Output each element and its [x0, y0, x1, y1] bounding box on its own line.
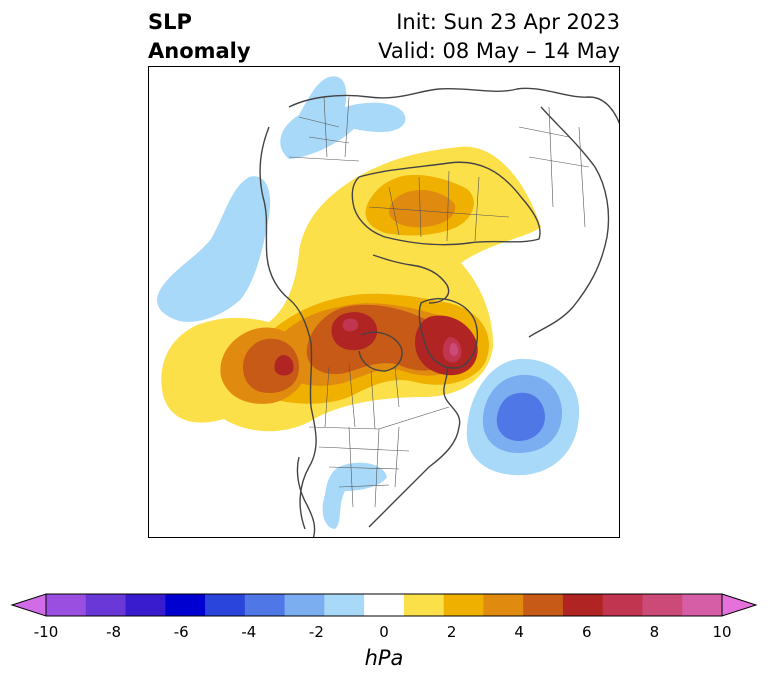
- colorbar-bin: [483, 594, 524, 616]
- title-variable: SLP: [148, 10, 192, 34]
- coastlines: [259, 87, 619, 537]
- coastline-north-america-east: [368, 366, 461, 528]
- colorbar-bin: [244, 594, 286, 616]
- negative-anomaly-americas: [322, 462, 387, 529]
- positive-anomaly-west-lobe-red: [243, 338, 299, 393]
- negative-anomaly-atlantic-core: [496, 392, 545, 441]
- colorbar-bin: [324, 594, 365, 616]
- valid-range: Valid: 08 May – 14 May: [378, 39, 620, 63]
- forecast-info: Init: Sun 23 Apr 2023 Valid: 08 May – 14…: [378, 8, 620, 66]
- colorbar-bin: [403, 594, 445, 616]
- negative-anomaly-pacific: [157, 176, 271, 322]
- colorbar-tick-label: -8: [106, 623, 122, 641]
- colorbar-bin: [682, 594, 723, 616]
- positive-anomaly-west-core: [274, 355, 294, 376]
- border-usa-states-1: [318, 426, 410, 508]
- colorbar-frame: [45, 593, 723, 617]
- colorbar-tick-label: -6: [173, 623, 189, 641]
- colorbar-bin: [205, 594, 246, 616]
- negative-anomaly-regions: [157, 76, 580, 529]
- colorbar-bin: [284, 594, 325, 616]
- coastline-siberia: [351, 161, 541, 246]
- colorbar-unit-label: hPa: [364, 646, 404, 670]
- positive-anomaly-mid-core: [331, 312, 378, 351]
- coastline-east-asia: [528, 106, 610, 338]
- colorbar-bin: [165, 594, 206, 616]
- colorbar-tick-label: 6: [582, 623, 592, 641]
- political-borders: [288, 96, 590, 508]
- border-europe: [288, 96, 360, 162]
- colorbar-bin: [443, 594, 484, 616]
- coastline-eurasia: [288, 87, 619, 125]
- colorbar-bin: [642, 594, 683, 616]
- coastline-greenland: [418, 298, 479, 369]
- positive-anomaly-north-dark: [389, 189, 456, 228]
- colorbar-tick-label: 10: [712, 623, 732, 641]
- init-date: Init: Sun 23 Apr 2023: [396, 10, 620, 34]
- colorbar-tick-label: 8: [649, 623, 660, 641]
- colorbar-extend-high: [721, 593, 758, 617]
- colorbar-bin: [602, 594, 643, 616]
- coastline-baja: [296, 456, 316, 537]
- colorbar-extend-low: [10, 593, 47, 617]
- coastline-alaska: [372, 254, 450, 304]
- coastline-hudson-bay: [358, 331, 403, 372]
- colorbar-bin: [85, 594, 127, 616]
- colorbar-bins: [10, 593, 758, 617]
- border-asia: [518, 106, 590, 228]
- colorbar-bin: [562, 594, 604, 616]
- colorbar-tick-label: -4: [241, 623, 257, 641]
- border-canada-provinces: [324, 362, 400, 430]
- positive-anomaly-east-peak: [449, 343, 459, 356]
- border-russia-regions: [368, 170, 510, 242]
- positive-anomaly-regions: [161, 146, 541, 432]
- colorbar-bin: [523, 594, 564, 616]
- anomaly-map-svg: [157, 76, 619, 537]
- colorbar-bin: [125, 594, 166, 616]
- positive-anomaly-mid-peak: [342, 318, 359, 332]
- colorbar-tick-label: 2: [446, 623, 457, 641]
- chart-title: SLP Anomaly: [148, 8, 251, 66]
- colorbar-tick-label: -10: [33, 623, 59, 641]
- anomaly-map: [148, 66, 620, 538]
- colorbar-tick-label: -2: [308, 623, 324, 641]
- colorbar-tick-label: 0: [379, 623, 389, 641]
- title-variable-line2: Anomaly: [148, 39, 251, 63]
- colorbar-bin: [46, 594, 87, 616]
- negative-anomaly-europe: [280, 76, 406, 159]
- colorbar-bin: [364, 594, 405, 616]
- colorbar: [10, 593, 758, 617]
- colorbar-tick-label: 4: [514, 623, 524, 641]
- coastline-north-america-west: [259, 126, 317, 530]
